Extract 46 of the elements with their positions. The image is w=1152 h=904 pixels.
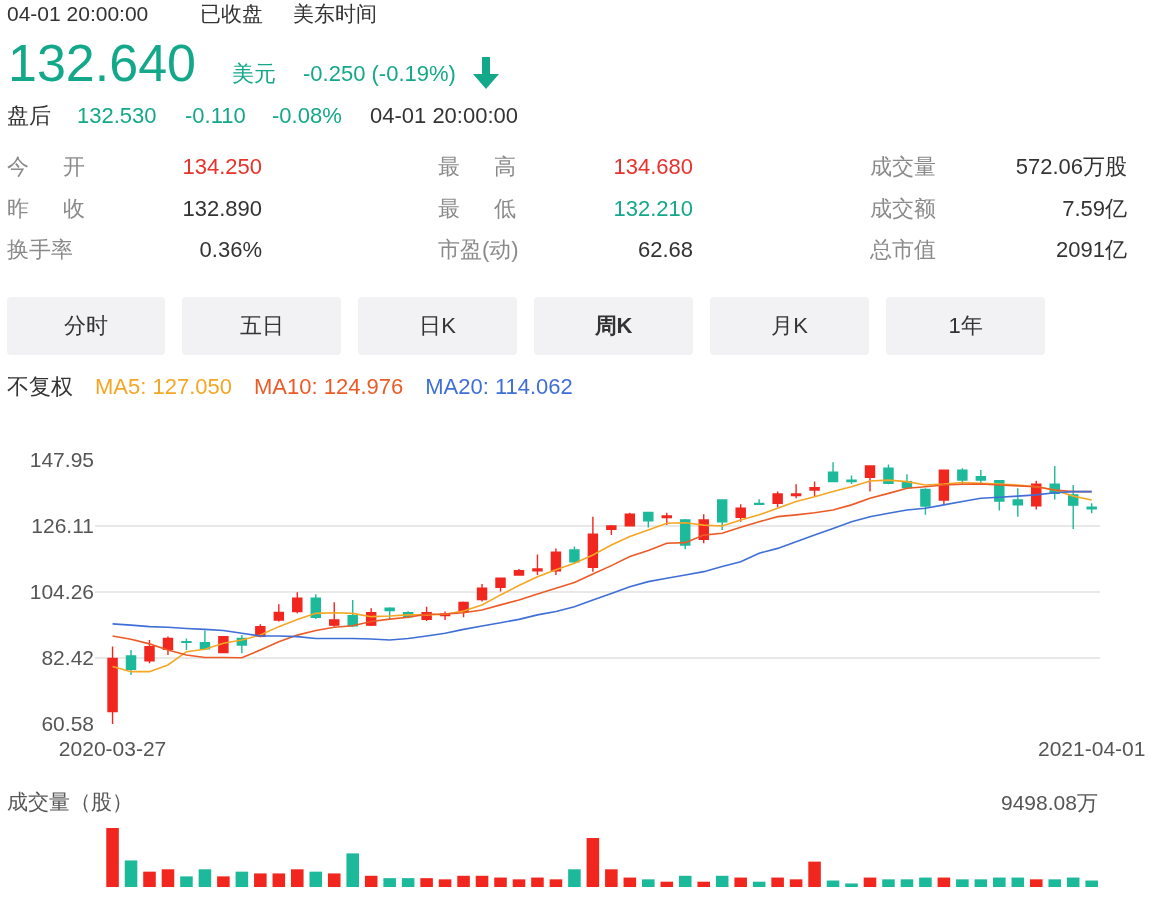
text: 2091亿: [1056, 236, 1127, 263]
text: 0.36%: [199, 236, 262, 263]
text: 成交量: [870, 153, 936, 180]
text: 132.890: [182, 195, 262, 222]
tab-button: 1年: [886, 297, 1045, 355]
text: 美东时间: [293, 2, 377, 26]
text: -0.110: [185, 102, 246, 129]
text: 04-01 20:00:00: [370, 102, 519, 129]
text: 已收盘: [200, 2, 263, 26]
text: 成交额: [870, 195, 936, 222]
text: 不复权: [7, 374, 73, 400]
text: 134.680: [613, 153, 693, 180]
text: 市盈(动): [438, 236, 519, 263]
text: 572.06万股: [1015, 153, 1127, 180]
x-tick-label: 2020-03-27: [58, 737, 167, 760]
text: 最 高: [438, 153, 517, 180]
text: 132.530: [77, 102, 157, 129]
y-tick-label: 104.26: [29, 580, 94, 604]
y-tick-label: 82.42: [41, 646, 94, 670]
text: MA5: 127.050: [95, 374, 232, 400]
x-tick-label: 2021-04-01: [1037, 737, 1146, 760]
text: -0.08%: [272, 102, 342, 129]
tab-button: 周K: [534, 297, 693, 355]
tab-button: 分时: [7, 297, 165, 355]
tab-button: 日K: [358, 297, 517, 355]
text: 132.640: [8, 34, 196, 93]
y-tick-label: 126.11: [31, 514, 94, 538]
text: 今 开: [7, 153, 86, 180]
text: MA20: 114.062: [425, 374, 573, 400]
y-tick-label: 60.58: [41, 712, 94, 736]
text: 总市值: [870, 236, 936, 263]
text: 04-01 20:00:00: [7, 2, 149, 26]
text: 7.59亿: [1062, 195, 1127, 222]
text: 盘后: [7, 102, 51, 129]
text: 换手率: [7, 236, 73, 263]
text: 62.68: [637, 236, 693, 263]
text: 132.210: [613, 195, 693, 222]
text: 最 低: [438, 195, 517, 222]
text: 美元: [232, 60, 276, 87]
tab-button: 五日: [182, 297, 341, 355]
text: MA10: 124.976: [253, 374, 404, 400]
y-tick-label: 147.95: [29, 448, 94, 472]
text: 昨 收: [7, 195, 86, 222]
text: -0.250 (-0.19%): [303, 60, 456, 87]
tab-button: 月K: [710, 297, 869, 355]
text: 134.250: [182, 153, 262, 180]
